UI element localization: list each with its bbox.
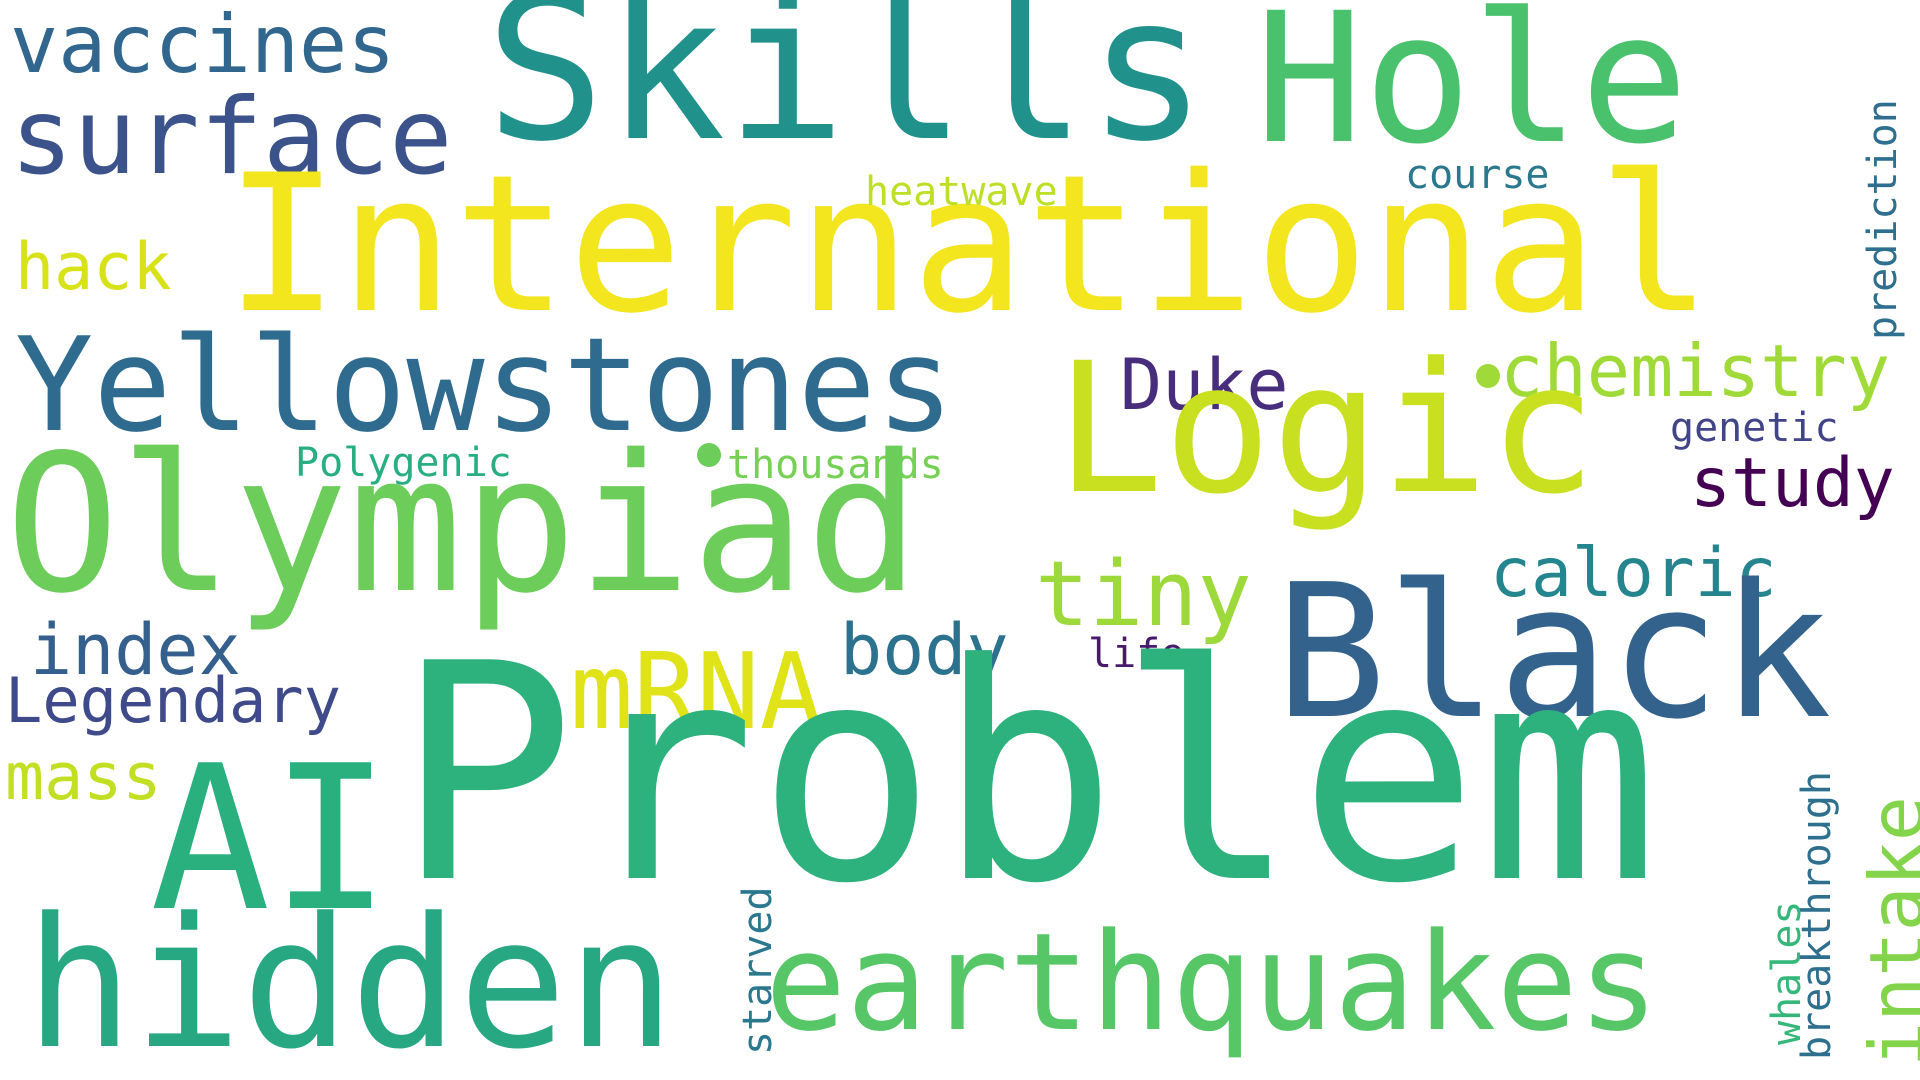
word-surface: surface: [10, 76, 453, 198]
word-whales: whales: [1764, 900, 1810, 1046]
word-olympiad: Olympiad: [5, 414, 921, 635]
word-logic: Logic: [1055, 325, 1597, 534]
word-international: International: [225, 134, 1713, 355]
word-legendary: Legendary: [5, 664, 341, 737]
word-thousands: thousands: [727, 442, 944, 488]
stray-dot: [697, 443, 721, 467]
word-genetic: genetic: [1670, 405, 1839, 451]
word-hole: Hole: [1255, 0, 1689, 184]
word-hack: hack: [15, 230, 172, 305]
word-vaccines: vaccines: [10, 0, 396, 91]
word-tiny: tiny: [1035, 542, 1252, 647]
word-study: study: [1690, 444, 1895, 523]
word-course: course: [1405, 152, 1550, 198]
word-mass: mass: [5, 740, 162, 815]
word-chemistry: chemistry: [1500, 329, 1891, 413]
word-index: index: [30, 609, 241, 691]
word-skills: Skills: [485, 0, 1208, 186]
word-duke: Duke: [1120, 344, 1289, 426]
word-polygenic: Polygenic: [295, 440, 512, 486]
word-earthquakes: earthquakes: [765, 904, 1660, 1061]
word-heatwave: heatwave: [865, 169, 1058, 215]
word-hidden: hidden: [25, 880, 676, 1080]
word-prediction: prediction: [1860, 99, 1906, 340]
word-caloric: caloric: [1490, 534, 1777, 613]
word-ai: AI: [150, 723, 391, 956]
word-problem: Problem: [395, 600, 1660, 949]
word-black: Black: [1275, 544, 1832, 760]
word-yellowstones: Yellowstones: [15, 309, 955, 461]
word-starved: starved: [735, 886, 781, 1055]
word-life: life: [1088, 631, 1185, 677]
stray-dot: [1476, 364, 1500, 388]
word-intake: intake: [1853, 796, 1920, 1067]
word-mrna: mRNA: [570, 631, 823, 753]
word-body: body: [840, 609, 1009, 691]
